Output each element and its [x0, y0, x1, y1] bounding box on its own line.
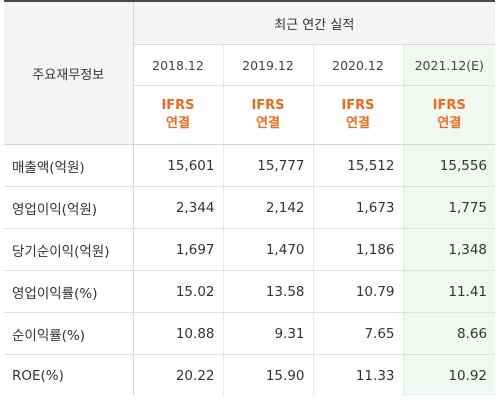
table-cell: 13.58 — [223, 270, 314, 313]
table-row: 매출액(억원) 15,601 15,777 15,512 15,556 — [4, 144, 496, 187]
financial-summary-table: 주요재무정보 최근 연간 실적 2018.12 2019.12 2020.12 … — [4, 0, 496, 396]
row-label: 영업이익률(%) — [4, 270, 134, 313]
table-cell: 2,344 — [133, 186, 224, 229]
table-cell: 15.02 — [133, 270, 224, 313]
ifrs-row: IFRS 연결 IFRS 연결 IFRS 연결 IFRS 연결 — [4, 85, 496, 145]
table-cell: 11.33 — [313, 354, 404, 396]
ifrs-label: IFRS 연결 — [403, 85, 496, 145]
row-label: 순이익률(%) — [4, 312, 134, 355]
year-2019: 2019.12 — [223, 44, 314, 86]
table-row: ROE(%) 20.22 15.90 11.33 10.92 — [4, 354, 496, 396]
table-row: 순이익률(%) 10.88 9.31 7.65 8.66 — [4, 312, 496, 355]
table-row: 당기순이익(억원) 1,697 1,470 1,186 1,348 — [4, 228, 496, 271]
row-label: 매출액(억원) — [4, 144, 134, 187]
row-label: 당기순이익(억원) — [4, 228, 134, 271]
table-cell: 10.88 — [133, 312, 224, 355]
year-header-row: 2018.12 2019.12 2020.12 2021.12(E) — [4, 44, 496, 86]
year-2020: 2020.12 — [313, 44, 404, 86]
table-cell: 15,601 — [133, 144, 224, 187]
year-2021-estimate: 2021.12(E) — [403, 44, 496, 86]
table-cell: 15,512 — [313, 144, 404, 187]
year-2018: 2018.12 — [133, 44, 224, 86]
ifrs-label: IFRS 연결 — [223, 85, 314, 145]
table-cell: 1,186 — [313, 228, 404, 271]
row-label: ROE(%) — [4, 354, 134, 396]
table-cell: 10.92 — [403, 354, 496, 396]
ifrs-label: IFRS 연결 — [133, 85, 224, 145]
table-cell: 1,697 — [133, 228, 224, 271]
table-cell: 20.22 — [133, 354, 224, 396]
table-row: 영업이익률(%) 15.02 13.58 10.79 11.41 — [4, 270, 496, 313]
table-cell: 15,556 — [403, 144, 496, 187]
table-cell: 1,775 — [403, 186, 496, 229]
table-cell: 1,470 — [223, 228, 314, 271]
table-row: 영업이익(억원) 2,344 2,142 1,673 1,775 — [4, 186, 496, 229]
table-cell: 2,142 — [223, 186, 314, 229]
table-cell: 10.79 — [313, 270, 404, 313]
table-cell: 11.41 — [403, 270, 496, 313]
table-cell: 15.90 — [223, 354, 314, 396]
annual-results-header: 최근 연간 실적 — [133, 1, 496, 45]
table-cell: 8.66 — [403, 312, 496, 355]
table-cell: 15,777 — [223, 144, 314, 187]
ifrs-label: IFRS 연결 — [313, 85, 404, 145]
row-label-header: 주요재무정보 — [4, 1, 134, 145]
table-cell: 9.31 — [223, 312, 314, 355]
table-cell: 1,673 — [313, 186, 404, 229]
table-cell: 7.65 — [313, 312, 404, 355]
row-label: 영업이익(억원) — [4, 186, 134, 229]
table-cell: 1,348 — [403, 228, 496, 271]
